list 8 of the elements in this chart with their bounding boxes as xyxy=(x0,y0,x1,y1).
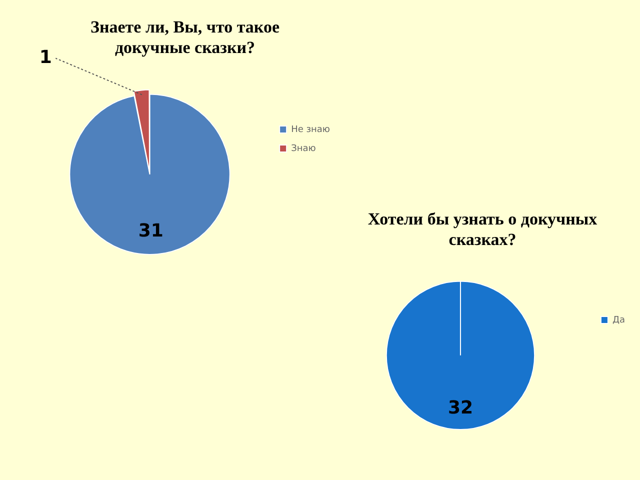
chart-title: Хотели бы узнать о докучных сказках? xyxy=(368,210,598,249)
legend-label: Не знаю xyxy=(291,124,330,135)
chart-title: Знаете ли, Вы, что такое докучные сказки? xyxy=(90,18,280,57)
legend-label: Знаю xyxy=(291,144,316,154)
data-label: 32 xyxy=(448,397,474,418)
data-label: 1 xyxy=(39,46,52,68)
data-label: 31 xyxy=(138,220,164,242)
legend-label: Да xyxy=(612,315,625,326)
